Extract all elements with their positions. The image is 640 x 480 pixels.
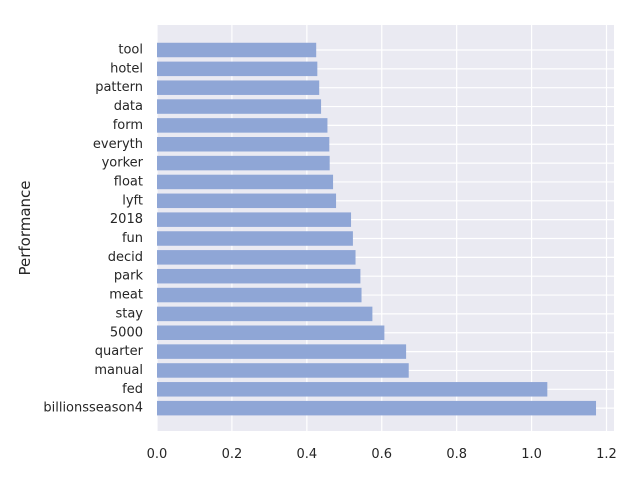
y-tick-label: yorker (102, 156, 144, 171)
y-tick-label: manual (94, 363, 143, 378)
bar-stay (157, 306, 373, 322)
y-tick-label: tool (118, 43, 143, 58)
bar-lyft (157, 193, 337, 209)
bar-5000 (157, 325, 385, 340)
bar-yorker (157, 155, 330, 171)
y-tick-label: park (114, 269, 144, 284)
y-tick-label: stay (115, 306, 143, 321)
bar-fun (157, 231, 353, 246)
y-tick-labels: tool hotel pattern data form everyth yorker flo… (43, 43, 143, 416)
y-tick-label: billionsseason4 (43, 401, 143, 416)
bar-billionsseason4 (157, 400, 597, 416)
x-tick-label: 0.0 (147, 447, 168, 462)
bar-everyth (157, 137, 330, 152)
y-tick-label: pattern (95, 80, 143, 95)
bar-meat (157, 287, 362, 303)
x-tick-label: 0.2 (222, 447, 243, 462)
bar-manual (157, 363, 409, 378)
bar-pattern (157, 80, 320, 95)
y-tick-label: quarter (95, 344, 144, 359)
bar-park (157, 268, 361, 284)
y-tick-label: data (114, 99, 143, 114)
y-tick-label: float (114, 174, 143, 189)
bar-2018 (157, 212, 352, 227)
bars (157, 42, 597, 416)
y-tick-label: decid (108, 250, 143, 265)
y-tick-label: form (113, 118, 143, 133)
x-tick-label: 0.8 (446, 447, 467, 462)
bar-quarter (157, 344, 407, 359)
bar-float (157, 174, 334, 190)
x-tick-label: 1.2 (596, 447, 617, 462)
y-tick-label: lyft (122, 193, 143, 208)
y-tick-label: hotel (110, 61, 143, 76)
x-tick-label: 1.0 (521, 447, 542, 462)
bar-tool (157, 42, 317, 58)
y-tick-label: meat (109, 288, 143, 303)
bar-fed (157, 382, 548, 397)
bar-decid (157, 250, 356, 265)
y-tick-label: fed (122, 382, 143, 397)
y-tick-label: fun (122, 231, 143, 246)
x-tick-label: 0.6 (371, 447, 392, 462)
y-axis-label: Performance (16, 180, 34, 275)
y-tick-label: 2018 (110, 212, 143, 227)
y-tick-label: 5000 (110, 325, 143, 340)
bar-data (157, 99, 322, 114)
x-tick-label: 0.4 (296, 447, 317, 462)
x-tick-labels: 0.0 0.2 0.4 0.6 0.8 1.0 1.2 (147, 447, 617, 462)
bar-form (157, 118, 328, 133)
bar-hotel (157, 61, 318, 77)
y-tick-label: everyth (93, 137, 143, 152)
